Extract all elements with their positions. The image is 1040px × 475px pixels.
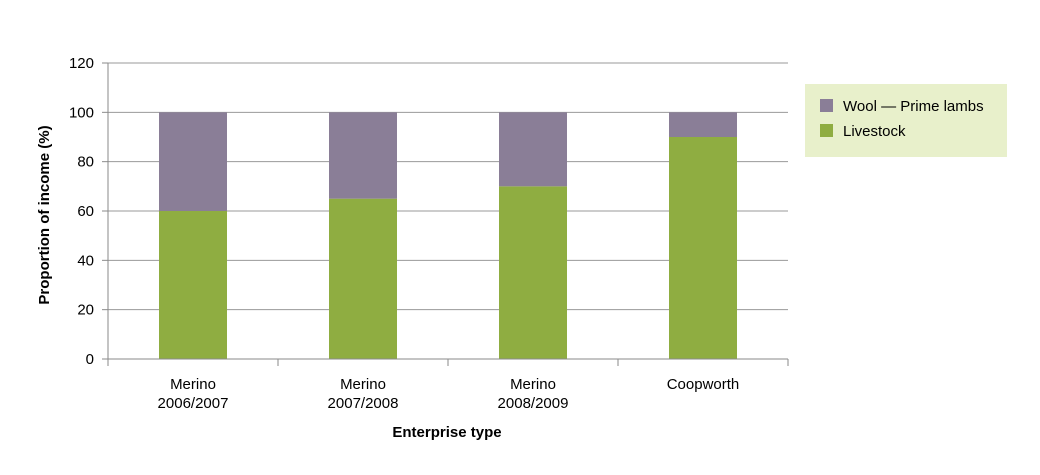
x-axis-title: Enterprise type — [392, 424, 501, 441]
x-tick-label-line: Merino — [340, 376, 386, 393]
x-tick-labels: Merino 2006/2007 Merino 2007/2008 Merino 2008… — [158, 376, 740, 412]
legend-label: Livestock — [843, 123, 906, 140]
y-tick-label: 60 — [77, 203, 94, 220]
bar-wool-prime-lambs-2 — [499, 112, 567, 187]
y-axis-title: Proportion of income (%) — [36, 125, 53, 304]
y-tick-label: 80 — [77, 154, 94, 171]
bar-wool-prime-lambs-1 — [329, 112, 397, 199]
x-tick-label-line: Merino — [170, 376, 216, 393]
x-tick-label: Merino 2008/2009 — [498, 376, 569, 412]
y-tick-label: 20 — [77, 302, 94, 319]
legend: Wool — Prime lambs Livestock — [805, 84, 1007, 157]
y-tick-labels: 0 20 40 60 80 100 120 — [69, 55, 108, 368]
x-tick-label: Coopworth — [667, 376, 740, 393]
x-tick-label-line: Merino — [510, 376, 556, 393]
x-tick-label-line: 2007/2008 — [328, 395, 399, 412]
bar-wool-prime-lambs-3 — [669, 112, 737, 137]
x-tick-label: Merino 2006/2007 — [158, 376, 229, 412]
x-tick-label: Merino 2007/2008 — [328, 376, 399, 412]
legend-label: Wool — Prime lambs — [843, 98, 984, 115]
legend-background — [805, 84, 1007, 157]
x-tick-label-line: Coopworth — [667, 376, 740, 393]
legend-swatch — [820, 99, 833, 112]
y-tick-label: 100 — [69, 104, 94, 121]
bar-wool-prime-lambs-0 — [159, 112, 227, 211]
bar-livestock-3 — [669, 137, 737, 359]
y-tick-label: 40 — [77, 252, 94, 269]
y-tick-label: 0 — [86, 351, 94, 368]
bar-livestock-0 — [159, 211, 227, 359]
bars — [159, 112, 737, 359]
x-tick-label-line: 2008/2009 — [498, 395, 569, 412]
x-tick-label-line: 2006/2007 — [158, 395, 229, 412]
legend-swatch — [820, 124, 833, 137]
y-tick-label: 120 — [69, 55, 94, 72]
bar-livestock-1 — [329, 198, 397, 359]
bar-livestock-2 — [499, 186, 567, 359]
